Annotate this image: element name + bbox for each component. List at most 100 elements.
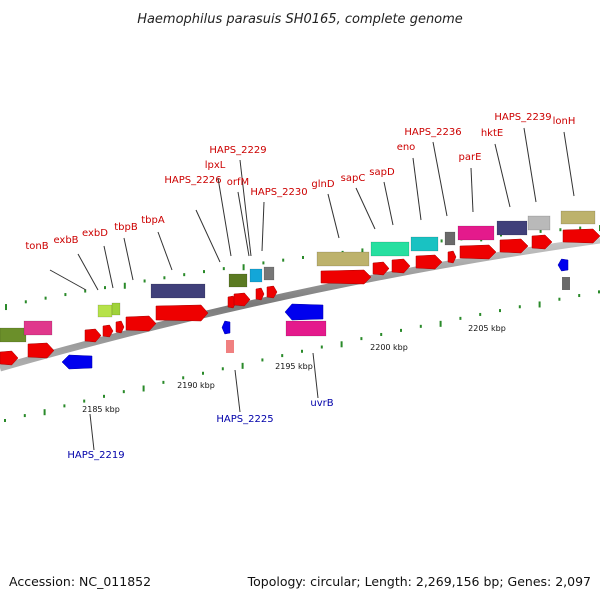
gene-boxes-track	[0, 210, 596, 343]
inner-tick	[419, 324, 422, 328]
outer-tick	[262, 261, 265, 265]
inner-tick	[578, 294, 581, 298]
reverse-gene-label: uvrB	[310, 398, 333, 409]
reverse-gene-box	[226, 340, 234, 353]
inner-tick	[281, 354, 284, 358]
inner-tick	[142, 385, 145, 392]
inner-tick	[439, 320, 442, 327]
inner-tick	[340, 341, 343, 348]
inner-tick	[320, 345, 323, 349]
leader-line	[157, 231, 173, 271]
forward-cds-arrow	[372, 261, 390, 276]
leader-line	[261, 201, 265, 252]
outer-tick	[183, 273, 186, 277]
outer-tick	[222, 267, 225, 271]
inner-tick	[202, 371, 204, 375]
inner-tick	[63, 404, 66, 408]
reverse-cds-arrow	[284, 303, 324, 321]
outer-tick	[24, 300, 27, 304]
gene-box	[457, 225, 495, 241]
gene-box	[263, 266, 275, 281]
outer-tick	[579, 226, 582, 230]
gene-box	[316, 251, 370, 267]
inner-tick	[241, 362, 244, 369]
leader-line	[237, 191, 250, 257]
gene-box	[228, 273, 248, 288]
leader-line	[234, 369, 241, 413]
forward-cds-arrow	[84, 328, 102, 343]
leader-line	[195, 209, 221, 263]
outer-tick	[44, 296, 47, 300]
gene-box	[249, 268, 263, 283]
forward-gene-label: orfM	[227, 177, 249, 188]
forward-gene-label: lonH	[553, 116, 576, 127]
forward-cds-arrow	[233, 292, 251, 307]
forward-cds-arrow	[459, 244, 497, 260]
outer-tick	[559, 228, 562, 232]
leader-line	[77, 253, 99, 291]
forward-gene-label: HAPS_2230	[250, 187, 307, 198]
leader-line	[383, 181, 394, 226]
forward-cds-track	[0, 228, 600, 366]
outer-tick	[282, 258, 285, 262]
inner-tick	[538, 301, 541, 308]
gene-box	[0, 327, 27, 343]
outer-tick	[302, 255, 304, 259]
reverse-label-group: HAPS_2219 HAPS_2225 uvrB	[67, 352, 334, 461]
inner-tick	[380, 332, 383, 336]
gene-box	[23, 320, 53, 336]
gene-box	[527, 215, 551, 231]
reverse-cds-arrow	[61, 354, 93, 370]
outer-tick	[203, 270, 205, 274]
forward-gene-label: tbpA	[141, 215, 165, 226]
leader-line	[494, 143, 511, 208]
forward-cds-arrow	[0, 350, 19, 366]
forward-cds-arrow	[255, 287, 265, 301]
forward-cds-arrow	[320, 269, 372, 285]
outer-tick	[104, 286, 106, 290]
inner-tick	[43, 409, 46, 416]
forward-cds-arrow	[499, 238, 529, 254]
forward-gene-label: HAPS_2229	[209, 145, 266, 156]
reverse-cds-arrow	[557, 258, 569, 272]
gene-box	[496, 220, 528, 236]
leader-line	[355, 187, 376, 230]
forward-cds-arrow	[27, 342, 55, 359]
leader-line	[123, 237, 134, 281]
forward-gene-label: sapD	[369, 167, 395, 178]
inner-tick	[459, 316, 462, 320]
outer-tick	[242, 264, 245, 271]
inner-tick	[518, 305, 521, 309]
gene-box	[285, 320, 327, 337]
leader-line	[412, 157, 422, 221]
outer-tick	[539, 229, 542, 233]
gene-box	[370, 241, 410, 257]
outer-tick	[440, 239, 443, 243]
forward-cds-arrow	[155, 304, 209, 322]
outer-tick	[84, 289, 87, 293]
inner-tick	[103, 394, 105, 398]
leader-line	[327, 193, 340, 239]
inner-tick	[4, 419, 6, 423]
forward-cds-arrow	[266, 285, 278, 299]
inner-tick-ring	[4, 290, 600, 423]
leader-line	[563, 131, 575, 197]
inner-tick	[23, 414, 26, 418]
forward-gene-label: sapC	[341, 173, 366, 184]
gene-box	[111, 302, 121, 316]
forward-gene-label: parE	[459, 152, 482, 163]
inner-tick	[162, 380, 165, 384]
reverse-cds-arrow	[221, 320, 231, 335]
map-title: Haemophilus parasuis SH0165, complete ge…	[137, 12, 463, 27]
forward-gene-label: exbD	[82, 228, 108, 239]
reverse-gene-label: HAPS_2225	[216, 414, 273, 425]
inner-tick	[400, 328, 402, 332]
forward-cds-arrow	[125, 315, 157, 332]
forward-gene-label: tbpB	[114, 222, 138, 233]
reverse-gene-label: HAPS_2219	[67, 450, 124, 461]
gene-box	[560, 210, 596, 225]
forward-gene-label: tonB	[25, 241, 48, 252]
inner-tick	[261, 358, 264, 362]
